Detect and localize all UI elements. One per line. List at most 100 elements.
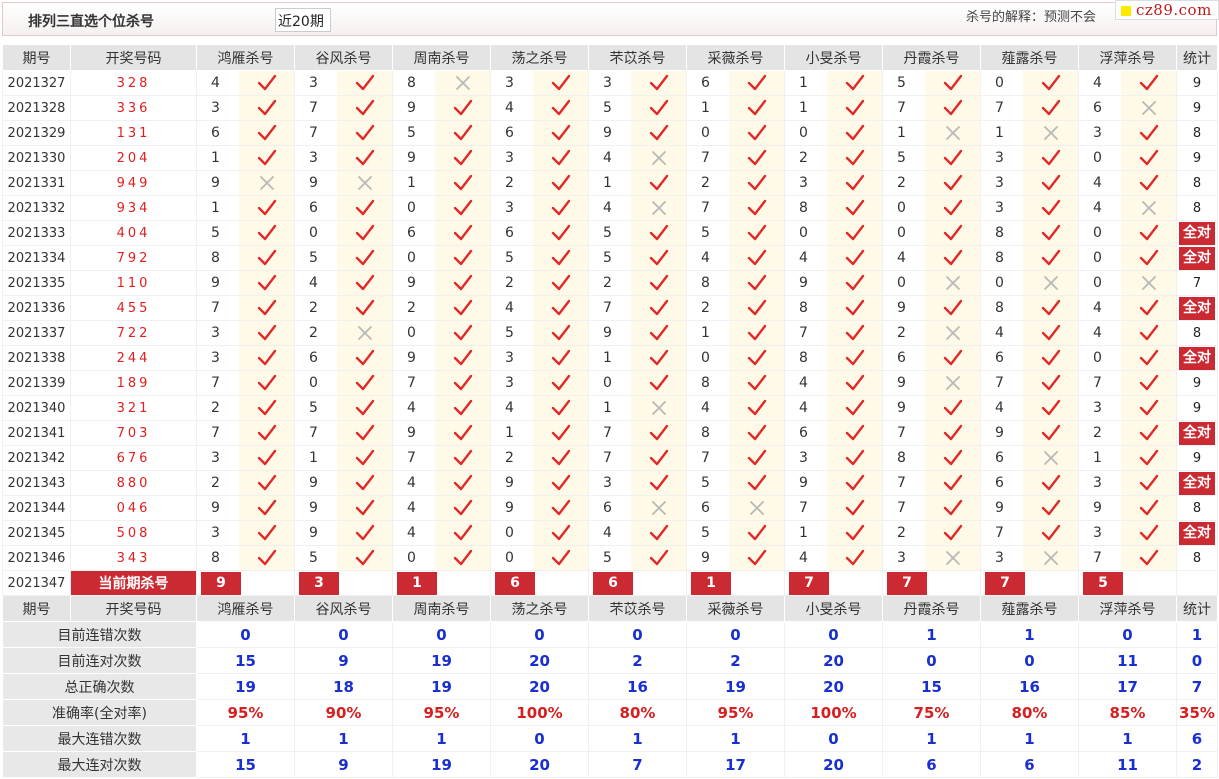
kill-cell: 7 [882,95,981,121]
kill-number: 3 [1093,525,1102,541]
check-icon [551,449,571,466]
kill-number: 8 [701,375,710,391]
kill-number: 3 [603,75,612,91]
result-mark [337,246,392,270]
kill-number: 3 [505,150,514,166]
table-row: 2021331 949 9 9 1 2 1 2 3 2 3 4 8 [2,170,1218,196]
kill-cell: 7 [294,420,393,446]
result-mark [533,221,588,245]
kill-cell: 2 [784,145,883,171]
kill-number: 0 [799,225,808,241]
check-icon [845,249,865,266]
kill-number: 0 [407,550,416,566]
kill-cell: 5 [294,245,393,271]
draw-number-cell: 321 [70,395,197,421]
current-kill-cell: 1 [686,570,785,596]
table-row: 2021344 046 9 9 4 9 6 6 7 7 9 9 8 [2,495,1218,521]
check-icon [747,249,767,266]
kill-number: 7 [995,100,1004,116]
kill-cell: 4 [392,395,491,421]
kill-number: 1 [701,100,710,116]
cross-icon [1142,101,1156,115]
column-header-9: 丹霞杀号 [882,44,981,71]
check-icon [257,399,277,416]
kill-number: 3 [211,525,220,541]
kill-number: 6 [995,475,1004,491]
summary-value: 2 [1176,751,1218,778]
check-icon [747,449,767,466]
kill-cell: 3 [1078,470,1177,496]
result-mark [1121,171,1176,195]
result-mark [1121,421,1176,445]
kill-cell: 1 [980,120,1079,146]
result-mark [631,296,686,320]
kill-number: 4 [407,500,416,516]
kill-number: 0 [1093,275,1102,291]
kill-number: 9 [1093,500,1102,516]
kill-cell: 8 [980,220,1079,246]
kill-number: 9 [309,525,318,541]
kill-number: 0 [407,325,416,341]
kill-cell: 9 [294,495,393,521]
kill-cell: 7 [294,120,393,146]
all-correct-badge: 全对 [1179,246,1215,270]
kill-cell: 9 [882,370,981,396]
stat-cell: 全对 [1176,470,1218,496]
period-select[interactable]: 近20期 [275,8,331,32]
result-mark [1023,521,1078,545]
period-cell: 2021328 [2,95,71,121]
kill-number: 0 [505,525,514,541]
kill-number: 4 [995,400,1004,416]
result-mark [925,196,980,220]
kill-number: 5 [603,250,612,266]
result-mark [729,196,784,220]
draw-number-cell: 404 [70,220,197,246]
check-icon [1139,174,1159,191]
kill-number: 3 [505,75,514,91]
draw-number-cell: 703 [70,420,197,446]
draw-number-cell: 244 [70,345,197,371]
summary-label: 最大连错次数 [2,725,197,752]
result-mark [925,96,980,120]
kill-cell: 7 [392,445,491,471]
summary-value: 20 [490,673,589,700]
result-mark [827,171,882,195]
kill-number: 0 [1093,225,1102,241]
check-icon [943,299,963,316]
kill-cell: 5 [588,245,687,271]
check-icon [453,149,473,166]
kill-cell: 7 [1078,545,1177,571]
kill-number: 3 [995,550,1004,566]
summary-value: 0 [490,725,589,752]
kill-cell: 9 [784,270,883,296]
result-mark [729,221,784,245]
check-icon [649,524,669,541]
kill-cell: 8 [686,270,785,296]
summary-value: 18 [294,673,393,700]
result-mark [337,346,392,370]
site-logo[interactable]: cz89.com [1115,0,1219,20]
kill-number: 1 [701,325,710,341]
check-icon [747,149,767,166]
result-mark [631,396,686,420]
check-icon [943,424,963,441]
summary-value: 2 [686,647,785,674]
kill-number: 7 [603,425,612,441]
kill-cell: 3 [196,320,295,346]
summary-value: 95% [392,699,491,726]
column-header-0: 期号 [2,44,71,71]
kill-cell: 0 [392,195,491,221]
summary-value: 1 [1078,725,1177,752]
result-mark [631,146,686,170]
period-cell: 2021343 [2,470,71,496]
result-mark [925,321,980,345]
kill-cell: 7 [980,95,1079,121]
check-icon [355,549,375,566]
check-icon [257,149,277,166]
check-icon [453,99,473,116]
result-mark [533,371,588,395]
result-mark [729,396,784,420]
result-mark [631,446,686,470]
column-header-3: 谷风杀号 [294,44,393,71]
result-mark [631,271,686,295]
